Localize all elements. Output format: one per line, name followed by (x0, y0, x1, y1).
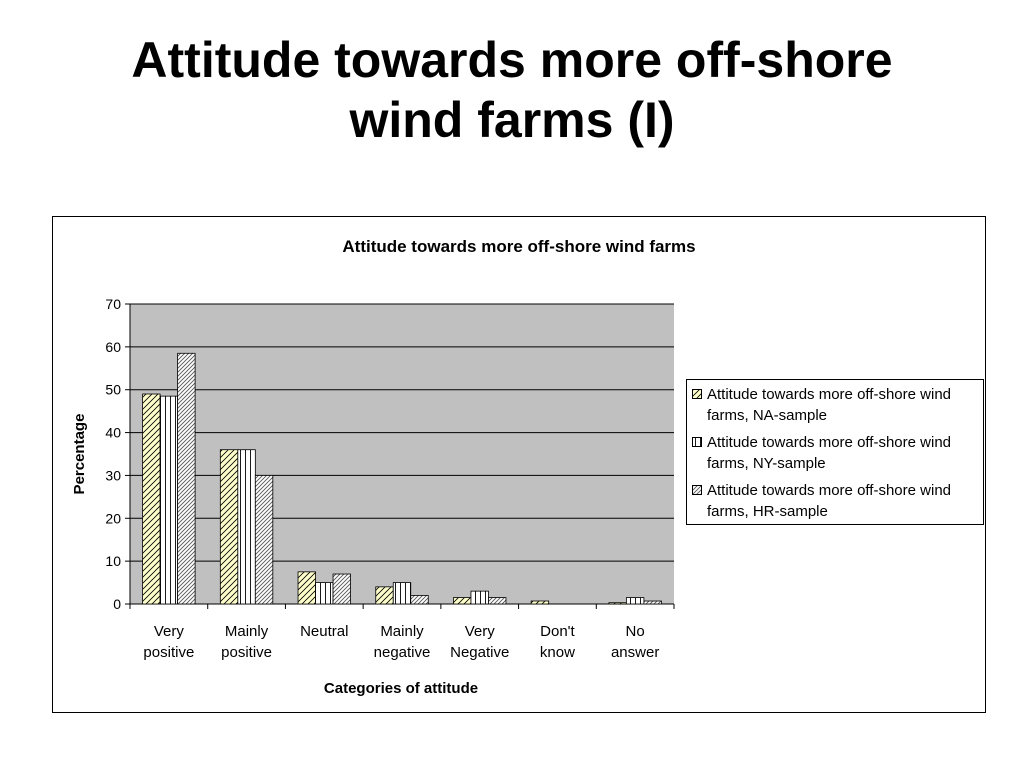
bar-vertical-6 (625, 597, 645, 605)
bar-vertical-1 (237, 449, 256, 605)
slide-title-line-1: Attitude towards more off-shore (131, 32, 893, 88)
chart-legend: Attitude towards more off-shore wind far… (686, 379, 984, 525)
y-tick-label: 40 (105, 425, 121, 441)
x-tick-label: Neutral (300, 623, 348, 640)
bar-diagonal-4 (453, 597, 472, 605)
bar-dense-diagonal-3 (410, 595, 429, 605)
x-axis-labels: Very positive Mainly positive Neutral Mainly n… (143, 623, 659, 661)
y-tick-label: 0 (113, 596, 121, 612)
bar-diagonal-2 (297, 571, 316, 605)
bar-vertical-2 (315, 582, 334, 605)
x-tick-label: Mainly positive (221, 623, 272, 661)
x-tick-label: Mainly negative (374, 623, 431, 661)
legend-swatch-ny (692, 437, 702, 447)
bar-chart: Attitude towards more off-shore wind far… (71, 237, 696, 697)
bar-dense-diagonal-6 (643, 600, 662, 605)
bar-dense-diagonal-2 (332, 573, 351, 605)
legend-label-ny-line-1: Attitude towards more off-shore wind (707, 434, 952, 451)
x-tick-label: Very Negative (450, 623, 509, 661)
legend-swatch-na (692, 389, 702, 399)
y-tick-label: 10 (105, 553, 121, 569)
x-tick-label: No answer (611, 623, 659, 661)
y-tick-label: 20 (105, 510, 121, 526)
legend-item-ny-sample: Attitude towards more off-shore wind far… (692, 432, 979, 474)
bar-diagonal-0 (142, 393, 161, 605)
legend-swatch-hr-fill (693, 486, 701, 494)
legend-swatch-ny-fill (693, 438, 701, 446)
legend-label-hr-line-2: farms, HR-sample (707, 503, 828, 520)
plot-background (130, 304, 674, 604)
x-tick-label: Very positive (143, 623, 194, 661)
bar-dense-diagonal-4 (488, 597, 507, 605)
slide-title-line-2: wind farms (I) (349, 92, 675, 148)
bar-diagonal-3 (375, 586, 394, 605)
legend-label-ny-line-2: farms, NY-sample (707, 455, 826, 472)
legend-swatch-na-fill (693, 390, 701, 398)
y-tick-label: 70 (105, 296, 121, 312)
bar-vertical-0 (159, 395, 179, 605)
legend-swatch-hr (692, 485, 702, 495)
chart-frame: Attitude towards more off-shore wind far… (52, 216, 986, 713)
plot-area: 0 10 20 30 40 50 60 70 (105, 296, 675, 612)
bar-vertical-4 (470, 590, 489, 605)
legend-item-hr-sample: Attitude towards more off-shore wind far… (692, 480, 979, 522)
y-tick-label: 60 (105, 339, 121, 355)
bar-vertical-3 (392, 582, 412, 605)
legend-label-na-line-2: farms, NA-sample (707, 407, 828, 424)
bar-diagonal-1 (219, 449, 239, 605)
slide-title: Attitude towards more off-shore wind far… (0, 30, 1024, 150)
bar-dense-diagonal-0 (177, 352, 196, 605)
bar-diagonal-6 (608, 602, 627, 605)
x-tick-label: Don't know (540, 623, 576, 661)
legend-label-hr-line-1: Attitude towards more off-shore wind (707, 482, 952, 499)
y-tick-label: 30 (105, 467, 121, 483)
legend-label-na-line-1: Attitude towards more off-shore wind (707, 386, 952, 403)
bar-diagonal-5 (530, 600, 550, 605)
x-axis-title: Categories of attitude (324, 680, 478, 697)
y-axis-title: Percentage (71, 414, 88, 495)
y-tick-label: 50 (105, 382, 121, 398)
chart-title: Attitude towards more off-shore wind far… (342, 237, 695, 256)
legend-item-na-sample: Attitude towards more off-shore wind far… (692, 384, 979, 426)
bar-dense-diagonal-1 (254, 475, 274, 605)
